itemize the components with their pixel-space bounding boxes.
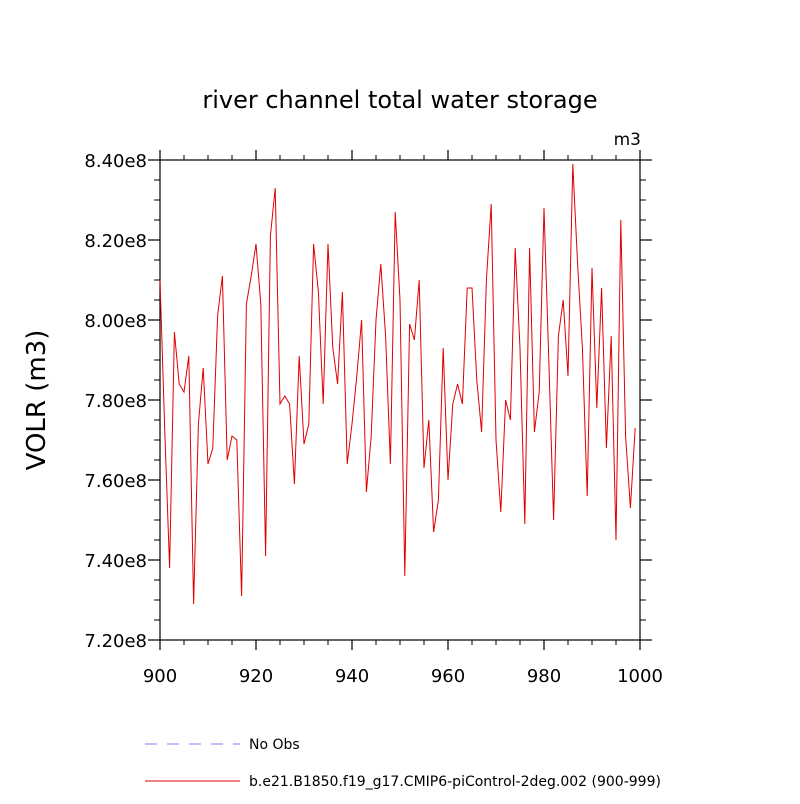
y-tick-label: 7.60e8 bbox=[84, 471, 147, 492]
y-tick-label: 8.00e8 bbox=[84, 311, 147, 332]
y-tick-labels: 7.20e8 7.40e8 7.60e8 7.80e8 8.00e8 8.20e8 8.40… bbox=[84, 151, 147, 652]
x-tick-label: 920 bbox=[239, 666, 273, 687]
x-tick-label: 940 bbox=[335, 666, 369, 687]
series-layer bbox=[159, 163, 636, 605]
x-tick-label: 1000 bbox=[617, 666, 663, 687]
y-axis-label: VOLR (m3) bbox=[22, 330, 52, 471]
chart-title: river channel total water storage bbox=[202, 86, 597, 114]
legend-obs-label: No Obs bbox=[249, 737, 300, 753]
y-tick-label: 7.20e8 bbox=[84, 631, 147, 652]
x-tick-label: 900 bbox=[143, 666, 177, 687]
minor-ticks bbox=[154, 155, 646, 645]
model-series-line bbox=[159, 163, 636, 605]
units-label: m3 bbox=[614, 130, 641, 150]
y-tick-label: 8.40e8 bbox=[84, 151, 147, 172]
major-ticks bbox=[148, 150, 652, 650]
y-tick-label: 7.40e8 bbox=[84, 551, 147, 572]
x-tick-labels: 900 920 940 960 980 1000 bbox=[143, 666, 663, 687]
x-tick-label: 960 bbox=[431, 666, 465, 687]
y-tick-label: 8.20e8 bbox=[84, 231, 147, 252]
x-tick-label: 980 bbox=[527, 666, 561, 687]
y-tick-label: 7.80e8 bbox=[84, 391, 147, 412]
legend-model-label: b.e21.B1850.f19_g17.CMIP6-piControl-2deg… bbox=[249, 774, 661, 790]
legend: No Obs b.e21.B1850.f19_g17.CMIP6-piContr… bbox=[145, 737, 661, 790]
plot-frame bbox=[159, 159, 641, 641]
